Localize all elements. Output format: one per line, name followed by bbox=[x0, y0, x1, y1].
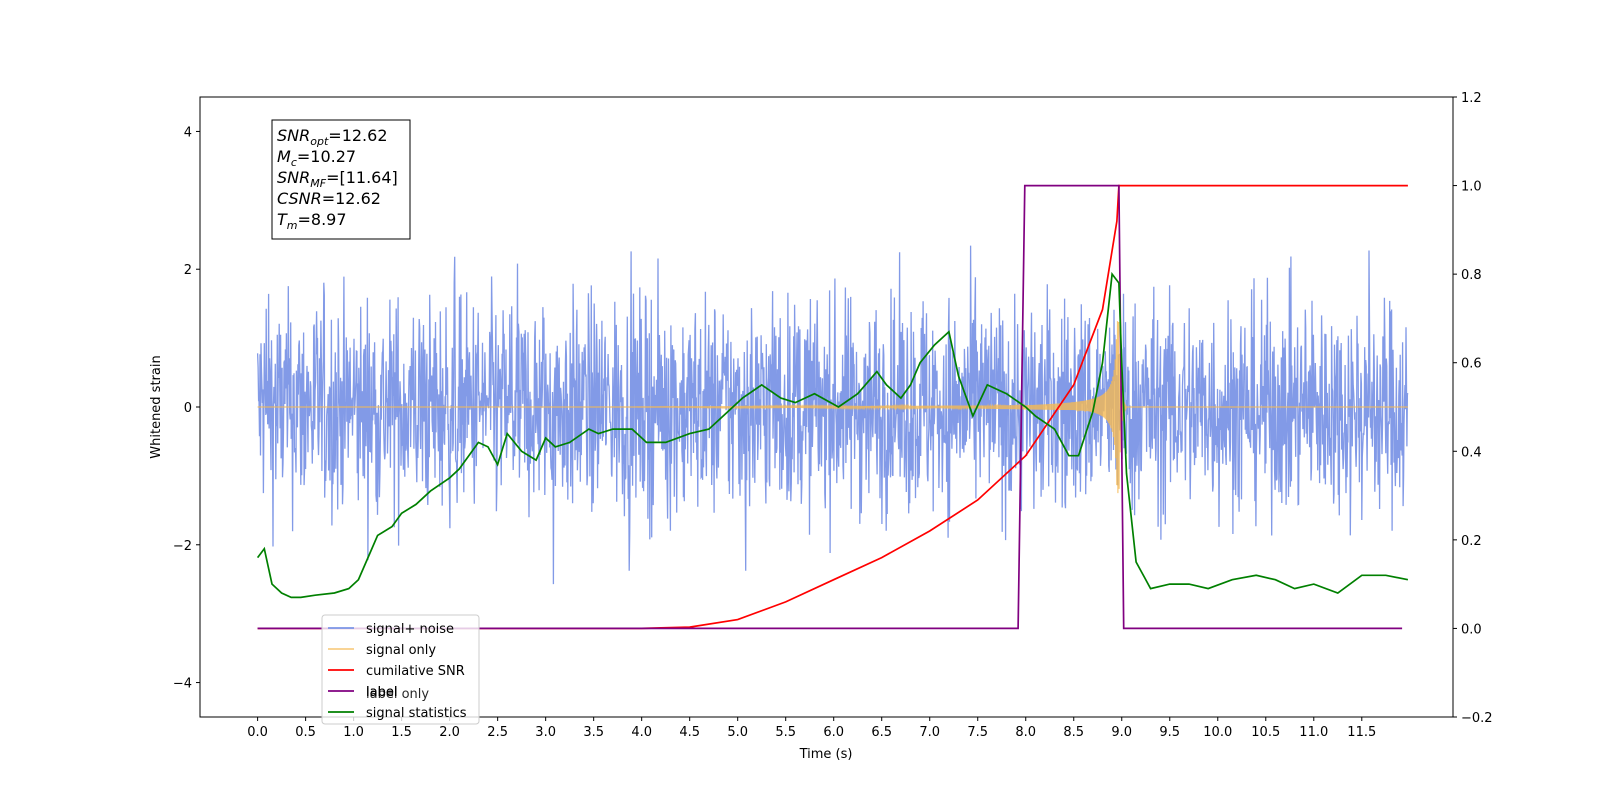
x-tick-label: 11.5 bbox=[1347, 725, 1376, 740]
annotation-symbol: CSNR bbox=[277, 189, 322, 208]
annotation-symbol: SNR bbox=[277, 126, 310, 145]
x-axis-label: Time (s) bbox=[799, 747, 853, 762]
series-signal-only bbox=[257, 321, 1408, 494]
annotation-symbol: SNR bbox=[277, 168, 310, 187]
x-tick-label: 1.5 bbox=[391, 725, 412, 740]
annotation-symbol: T bbox=[277, 210, 288, 229]
x-tick-label: 8.0 bbox=[1015, 725, 1036, 740]
x-tick-label: 2.5 bbox=[487, 725, 508, 740]
annotation-line: CSNR=12.62 bbox=[277, 189, 381, 208]
x-tick-label: 6.5 bbox=[871, 725, 892, 740]
y-tick-label: −2 bbox=[173, 539, 192, 554]
legend-box bbox=[321, 614, 480, 725]
y2-tick-label: 0.4 bbox=[1461, 445, 1482, 460]
series-signal-statistics bbox=[256, 271, 1409, 599]
annotation-subscript: MF bbox=[310, 177, 326, 190]
x-tick-label: 4.5 bbox=[679, 725, 700, 740]
annotation-value: =[11.64] bbox=[326, 168, 398, 187]
annotation-value: =12.62 bbox=[322, 189, 381, 208]
x-tick-label: 3.0 bbox=[535, 725, 556, 740]
legend-label: cumilative SNR bbox=[366, 664, 465, 679]
x-tick-label: 0.5 bbox=[295, 725, 316, 740]
annotation-subscript: m bbox=[287, 219, 298, 232]
x-tick-label: 7.0 bbox=[919, 725, 940, 740]
y-tick-label: −4 bbox=[173, 677, 192, 692]
x-tick-label: 0.0 bbox=[247, 725, 268, 740]
series-cumilative-snr bbox=[257, 184, 1408, 630]
annotation-value: =12.62 bbox=[328, 126, 387, 145]
legend-label: signal+ noise bbox=[366, 622, 454, 637]
annotation-subscript: c bbox=[291, 156, 297, 169]
x-tick-label: 5.5 bbox=[775, 725, 796, 740]
annotation-symbol: M bbox=[277, 147, 291, 166]
y2-tick-label: −0.2 bbox=[1461, 711, 1493, 726]
annotation-line: SNRopt=12.62 bbox=[277, 126, 388, 148]
annotation-line: SNRMF=[11.64] bbox=[277, 168, 398, 190]
x-tick-label: 9.0 bbox=[1111, 725, 1132, 740]
y-axis-label: Whitened strain bbox=[149, 355, 164, 458]
annotation-value: =10.27 bbox=[297, 147, 356, 166]
annotation-value: =8.97 bbox=[298, 210, 347, 229]
annotation-line: Tm=8.97 bbox=[277, 210, 347, 232]
legend-label: signal statistics bbox=[366, 706, 467, 721]
y2-tick-label: 1.0 bbox=[1461, 180, 1482, 195]
x-tick-label: 9.5 bbox=[1159, 725, 1180, 740]
x-tick-label: 5.0 bbox=[727, 725, 748, 740]
series-label bbox=[257, 184, 1403, 630]
x-tick-label: 3.5 bbox=[583, 725, 604, 740]
annotation-line: Mc=10.27 bbox=[277, 147, 356, 169]
y2-tick-label: 0.0 bbox=[1461, 622, 1482, 637]
y-tick-label: 4 bbox=[184, 125, 192, 140]
x-tick-label: 10.5 bbox=[1251, 725, 1280, 740]
y2-tick-label: 1.2 bbox=[1461, 91, 1482, 106]
y2-tick-label: 0.2 bbox=[1461, 534, 1482, 549]
y-tick-label: 0 bbox=[184, 401, 192, 416]
legend-label: label bbox=[366, 685, 397, 700]
x-tick-label: 8.5 bbox=[1063, 725, 1084, 740]
y2-tick-label: 0.8 bbox=[1461, 268, 1482, 283]
x-tick-label: 2.0 bbox=[439, 725, 460, 740]
x-tick-label: 11.0 bbox=[1299, 725, 1328, 740]
annotation-subscript: opt bbox=[310, 135, 329, 148]
series-signal-noise bbox=[256, 245, 1409, 585]
legend-label-overlap: label only bbox=[366, 687, 429, 702]
legend-label: label bbox=[366, 685, 397, 700]
y-tick-label: 2 bbox=[184, 263, 192, 278]
x-tick-label: 1.0 bbox=[343, 725, 364, 740]
x-tick-label: 6.0 bbox=[823, 725, 844, 740]
legend-label: signal only bbox=[366, 643, 436, 658]
x-tick-label: 7.5 bbox=[967, 725, 988, 740]
x-tick-label: 10.0 bbox=[1203, 725, 1232, 740]
annotation-box bbox=[271, 119, 411, 240]
x-tick-label: 4.0 bbox=[631, 725, 652, 740]
y2-tick-label: 0.6 bbox=[1461, 357, 1482, 372]
